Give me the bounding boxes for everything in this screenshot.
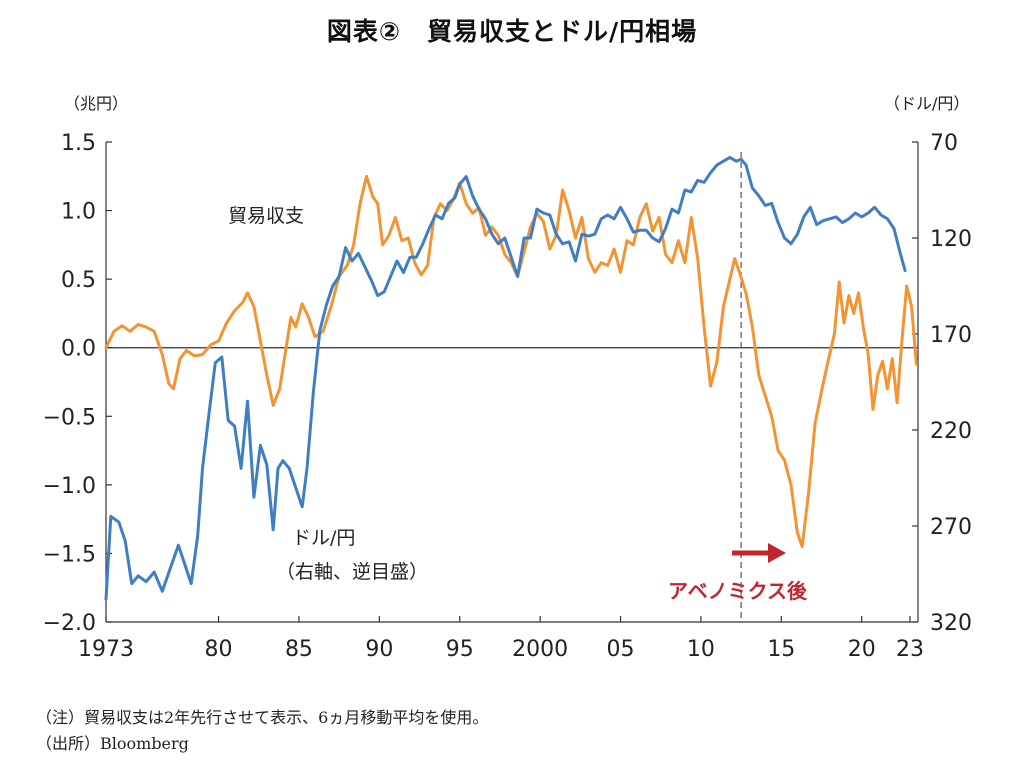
chart-series [104,155,918,601]
trade-balance-label: 貿易収支 [228,205,304,227]
usd-jpy-axis-note: （右軸、逆目盛） [276,561,428,583]
x-tick-label: 05 [607,637,635,662]
right-tick-label: 270 [930,515,972,540]
right-tick-label: 120 [930,227,972,252]
usd-jpy-label: ドル/円 [292,527,355,549]
abenomics-label: アベノミクス後 [668,579,808,603]
x-tick-label: 95 [446,637,474,662]
left-tick-label: 0.5 [61,268,96,293]
trade-balance-line [104,174,918,549]
x-tick-label: 10 [687,637,715,662]
x-tick-label: 20 [848,637,876,662]
right-tick-label: 170 [930,323,972,348]
left-tick-label: 0.0 [61,337,96,362]
chart-axes: 1.5 1.0 0.5 0.0 −0.5 −1.0 −1.5 −2.0 70 120 170 220 2… [43,131,972,662]
footnote-source: （出所）Bloomberg [36,734,189,753]
x-tick-label: 15 [767,637,795,662]
footnote-note: （注）貿易収支は2年先行させて表示、6ヵ月移動平均を使用。 [36,708,489,727]
usd-jpy-line [104,155,907,601]
abenomics-arrow-head [768,543,786,563]
left-tick-label: 1.0 [61,200,96,225]
left-tick-label: −2.0 [43,611,96,636]
left-tick-label: −1.5 [43,542,96,567]
x-tick-label: 80 [205,637,233,662]
x-tick-label: 1973 [78,637,134,662]
right-tick-label: 70 [930,131,958,156]
x-tick-label: 2000 [512,637,568,662]
left-tick-label: −1.0 [43,474,96,499]
right-axis-unit: （ドル/円） [884,94,970,113]
right-tick-label: 320 [930,611,972,636]
left-tick-label: 1.5 [61,131,96,156]
right-tick-label: 220 [930,419,972,444]
x-tick-label: 23 [896,637,924,662]
left-tick-label: −0.5 [43,405,96,430]
left-axis-unit: （兆円） [64,94,129,113]
x-tick-label: 85 [285,637,313,662]
x-tick-label: 90 [365,637,393,662]
chart-title: 図表② 貿易収支とドル/円相場 [326,17,698,46]
